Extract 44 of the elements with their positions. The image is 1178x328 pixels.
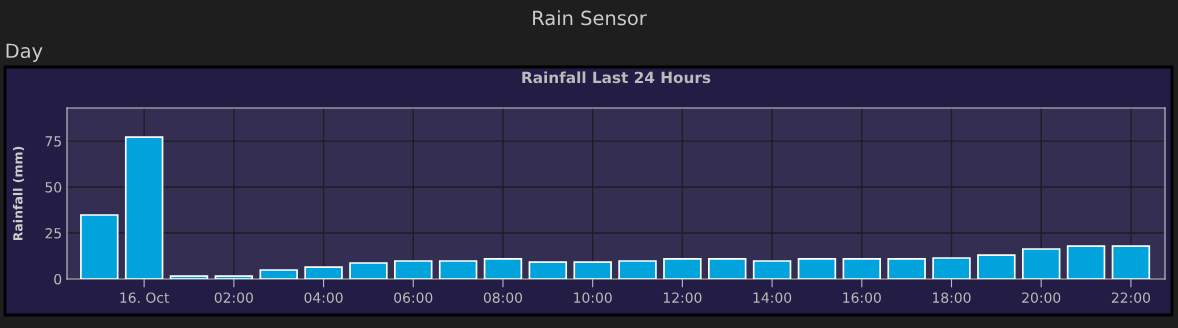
x-tick-label: 10:00 xyxy=(574,292,612,303)
x-tick-label: 14:00 xyxy=(753,292,792,303)
bar xyxy=(932,257,971,279)
bar xyxy=(977,254,1016,279)
x-tick-label: 08:00 xyxy=(483,292,523,303)
bar xyxy=(214,275,254,279)
x-tick-label: 06:00 xyxy=(394,292,433,303)
bar xyxy=(573,261,612,279)
y-tick-label: 25 xyxy=(45,228,61,239)
bar xyxy=(349,262,388,279)
bar xyxy=(887,258,926,279)
bar xyxy=(483,258,523,279)
text: Rain Sensor xyxy=(533,10,647,26)
y-tick-label: 75 xyxy=(45,136,61,147)
bar xyxy=(80,214,119,279)
bar xyxy=(438,260,478,279)
bar xyxy=(528,261,568,279)
bar xyxy=(259,269,298,279)
y-axis-title: Rainfall (mm) xyxy=(12,146,25,241)
bar xyxy=(663,258,702,279)
x-tick-label: 12:00 xyxy=(663,292,702,303)
x-tick-label: 18:00 xyxy=(933,292,971,303)
bar xyxy=(394,260,433,279)
x-tick-label: 22:00 xyxy=(1111,292,1150,303)
x-tick-label: 02:00 xyxy=(214,292,253,303)
chart-title: Rainfall Last 24 Hours xyxy=(522,71,711,84)
bar xyxy=(752,260,792,279)
bar xyxy=(618,260,657,279)
x-tick-label: 20:00 xyxy=(1022,292,1061,303)
y-tick-label: 0 xyxy=(54,273,62,285)
x-tick-label: 04:00 xyxy=(304,292,343,303)
bar xyxy=(1111,245,1151,279)
bar xyxy=(169,275,209,279)
bar xyxy=(797,258,837,279)
bar xyxy=(708,258,747,279)
x-tick-label: 16:00 xyxy=(843,292,881,303)
bar xyxy=(842,258,882,279)
bar xyxy=(1066,245,1106,279)
text: Day xyxy=(6,43,43,62)
x-tick-label: 16. Oct xyxy=(120,292,170,303)
bar xyxy=(124,136,164,279)
y-tick-label: 50 xyxy=(45,182,62,193)
bar xyxy=(1021,248,1061,279)
bar xyxy=(304,266,343,279)
